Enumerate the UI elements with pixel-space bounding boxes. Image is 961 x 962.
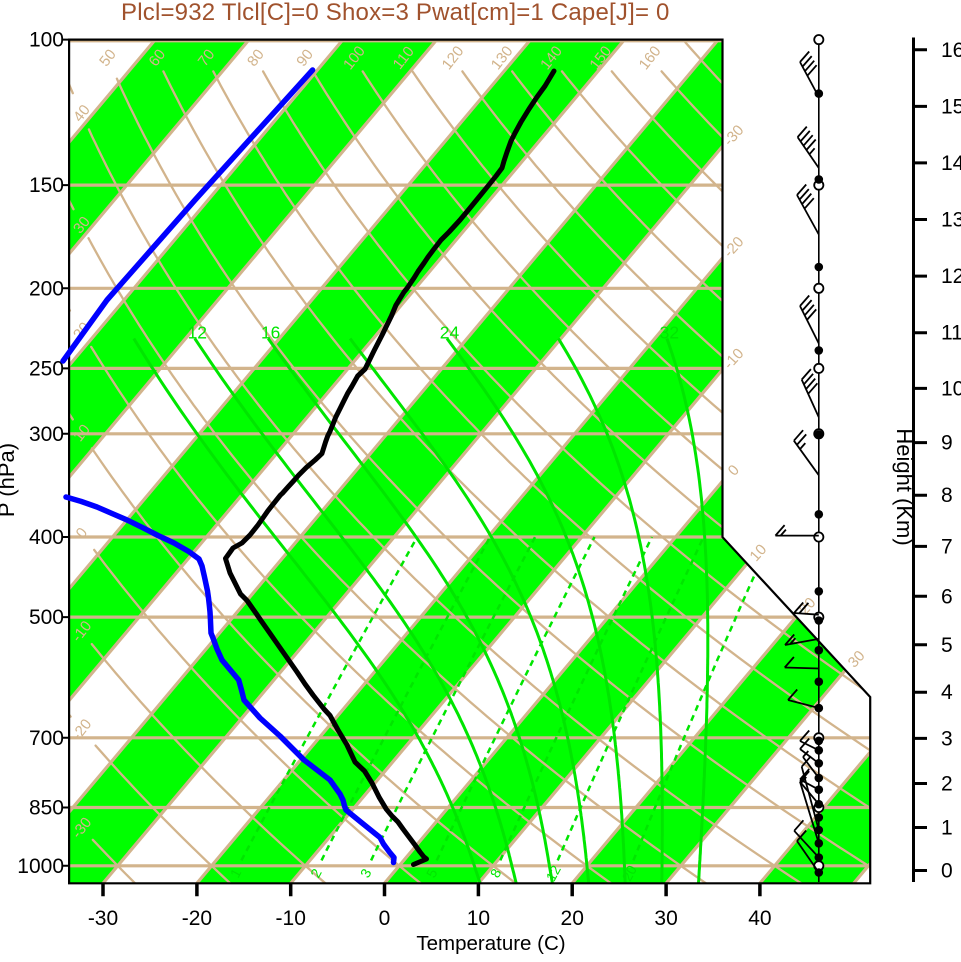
svg-text:1: 1 [941,817,953,840]
svg-text:16: 16 [261,323,280,343]
svg-text:7: 7 [941,535,953,558]
svg-text:150: 150 [29,174,64,197]
svg-text:Plcl=932 Tlcl[C]=0 Shox=3 Pwat: Plcl=932 Tlcl[C]=0 Shox=3 Pwat[cm]=1 Cap… [121,0,670,26]
svg-text:100: 100 [29,29,64,52]
svg-text:16: 16 [941,39,961,62]
svg-text:4: 4 [941,681,953,704]
svg-text:8: 8 [941,484,953,507]
svg-text:0: 0 [379,907,391,930]
svg-text:30: 30 [654,907,677,930]
svg-text:3: 3 [941,727,953,750]
svg-text:10: 10 [467,907,490,930]
svg-text:14: 14 [941,152,961,175]
svg-text:0: 0 [941,860,953,883]
svg-text:1000: 1000 [17,855,64,878]
svg-text:11: 11 [941,322,961,345]
svg-text:200: 200 [29,277,64,300]
svg-text:2: 2 [941,773,953,796]
svg-text:6: 6 [941,585,953,608]
svg-text:24: 24 [440,323,460,343]
svg-text:-30: -30 [88,907,118,930]
svg-text:10: 10 [941,377,961,400]
svg-text:250: 250 [29,357,64,380]
svg-text:9: 9 [941,432,953,455]
svg-text:Temperature (C): Temperature (C) [416,932,565,955]
svg-text:700: 700 [29,727,64,750]
svg-text:12: 12 [188,323,207,343]
svg-text:-10: -10 [276,907,306,930]
svg-text:12: 12 [941,265,961,288]
svg-text:P (hPa): P (hPa) [0,443,19,517]
svg-text:-20: -20 [182,907,212,930]
svg-text:5: 5 [941,634,953,657]
svg-text:13: 13 [941,209,961,232]
svg-text:32: 32 [660,323,679,343]
svg-text:850: 850 [29,797,64,820]
svg-text:40: 40 [748,907,771,930]
svg-text:500: 500 [29,606,64,629]
svg-text:20: 20 [561,907,584,930]
svg-text:400: 400 [29,526,64,549]
svg-text:15: 15 [941,95,961,118]
svg-text:300: 300 [29,423,64,446]
